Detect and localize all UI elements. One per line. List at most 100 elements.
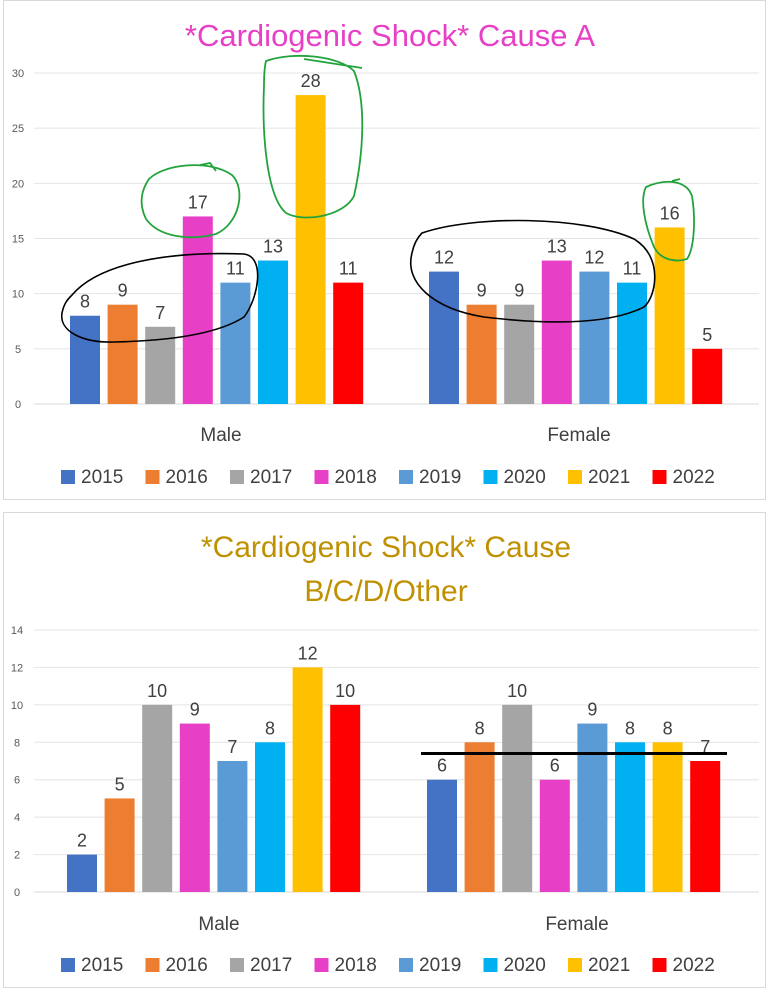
- bar-female-2019: [577, 723, 608, 892]
- legend-swatch-2019: [399, 470, 413, 484]
- data-label: 12: [584, 248, 604, 268]
- bar-female-2018: [541, 260, 572, 404]
- bar-male-2016: [104, 798, 135, 892]
- bar-female-2017: [502, 704, 533, 892]
- chart-cause-bcd-other-svg: *Cardiogenic Shock* Cause B/C/D/Other 0 2 4 6…: [11, 531, 759, 976]
- legend-swatch-2022: [652, 470, 667, 484]
- bar-male-2021: [292, 667, 323, 892]
- chart-cause-a: *Cardiogenic Shock* Cause A 0 5 10 15 20 25 30 8…: [3, 0, 766, 500]
- legend-swatch-2019: [399, 958, 413, 972]
- bar-female-2020: [615, 742, 645, 892]
- y-tick-label: 4: [14, 812, 20, 824]
- category-label-male: Male: [200, 425, 241, 446]
- bar-male-2022: [333, 282, 364, 404]
- annotation-circle-black: [61, 252, 259, 343]
- category-label-male: Male: [198, 914, 239, 935]
- data-label: 8: [80, 292, 90, 312]
- legend-label-2019: 2019: [419, 467, 461, 488]
- data-label: 7: [227, 737, 237, 757]
- bar-male-2016: [107, 304, 138, 404]
- y-tick-label: 6: [14, 775, 20, 787]
- y-tick-label: 10: [11, 700, 23, 712]
- data-label: 5: [702, 325, 712, 345]
- legend-label-2016: 2016: [166, 955, 208, 976]
- annotation-circle-green: [262, 54, 364, 219]
- y-tick-label: 5: [15, 344, 21, 356]
- data-label: 12: [298, 643, 318, 663]
- data-label: 11: [623, 259, 642, 279]
- legend-label-2019: 2019: [419, 955, 461, 976]
- legend-label-2015: 2015: [81, 955, 123, 976]
- y-tick-label: 10: [12, 289, 24, 301]
- data-label: 7: [155, 303, 165, 323]
- data-label: 8: [265, 718, 275, 738]
- data-label: 10: [335, 681, 355, 701]
- annotation-circle-black: [409, 219, 656, 323]
- y-tick-label: 20: [12, 178, 24, 190]
- data-label: 16: [660, 203, 680, 223]
- bar-female-2021: [654, 227, 685, 404]
- data-label: 11: [226, 259, 245, 279]
- y-tick-label: 0: [14, 887, 20, 899]
- legend-label-2020: 2020: [504, 467, 546, 488]
- chart-cause-a-svg: *Cardiogenic Shock* Cause A 0 5 10 15 20 25 30 8…: [12, 18, 759, 488]
- legend-swatch-2015: [61, 470, 75, 484]
- bar-female-2022: [692, 348, 723, 404]
- bar-female-2020: [617, 282, 647, 404]
- legend-swatch-2021: [568, 958, 582, 972]
- legend-label-2016: 2016: [166, 467, 208, 488]
- legend-swatch-2022: [652, 958, 667, 972]
- data-label: 2: [77, 831, 87, 851]
- bar-female-2018: [539, 779, 570, 892]
- y-tick-label: 30: [12, 68, 24, 80]
- legend-label-2018: 2018: [335, 467, 377, 488]
- bar-male-2020: [258, 260, 288, 404]
- category-label-female: Female: [545, 914, 608, 935]
- data-label: 9: [477, 281, 487, 301]
- bar-male-2019: [217, 761, 248, 892]
- bar-female-2015: [427, 779, 457, 892]
- y-tick-label: 14: [11, 625, 23, 637]
- bar-female-2022: [690, 761, 721, 892]
- legend-label-2015: 2015: [81, 467, 123, 488]
- bar-male-2017: [142, 704, 173, 892]
- legend-swatch-2017: [230, 470, 244, 484]
- legend-swatch-2016: [145, 470, 160, 484]
- category-label-female: Female: [547, 425, 610, 446]
- legend-swatch-2018: [314, 470, 329, 484]
- y-tick-label: 15: [12, 234, 24, 246]
- y-tick-label: 25: [12, 123, 24, 135]
- legend-swatch-2016: [145, 958, 160, 972]
- data-label: 9: [190, 700, 200, 720]
- data-label: 12: [434, 248, 454, 268]
- data-label: 6: [550, 756, 560, 776]
- legend-swatch-2020: [483, 958, 498, 972]
- data-label: 28: [301, 71, 321, 91]
- data-label: 13: [547, 237, 567, 257]
- bar-female-2015: [429, 271, 459, 404]
- legend-swatch-2017: [230, 958, 244, 972]
- data-label: 10: [147, 681, 167, 701]
- data-label: 8: [475, 718, 485, 738]
- data-label: 10: [507, 681, 527, 701]
- data-label: 9: [587, 700, 597, 720]
- legend-label-2021: 2021: [588, 955, 630, 976]
- legend-swatch-2018: [314, 958, 329, 972]
- data-label: 5: [115, 774, 125, 794]
- bar-male-2018: [179, 723, 210, 892]
- bar-male-2020: [255, 742, 285, 892]
- data-label: 9: [514, 281, 524, 301]
- bar-male-2015: [67, 854, 97, 892]
- y-tick-label: 0: [15, 399, 21, 411]
- legend-label-2018: 2018: [335, 955, 377, 976]
- legend-label-2022: 2022: [673, 955, 715, 976]
- bar-female-2021: [652, 742, 683, 892]
- legend-label-2017: 2017: [250, 955, 292, 976]
- annotation-circle-green: [140, 162, 241, 239]
- legend-label-2020: 2020: [504, 955, 546, 976]
- data-label: 6: [437, 756, 447, 776]
- bar-male-2018: [182, 216, 213, 404]
- chart-title-line-1: *Cardiogenic Shock* Cause: [201, 531, 571, 564]
- bar-male-2019: [220, 282, 251, 404]
- bar-female-2016: [464, 742, 495, 892]
